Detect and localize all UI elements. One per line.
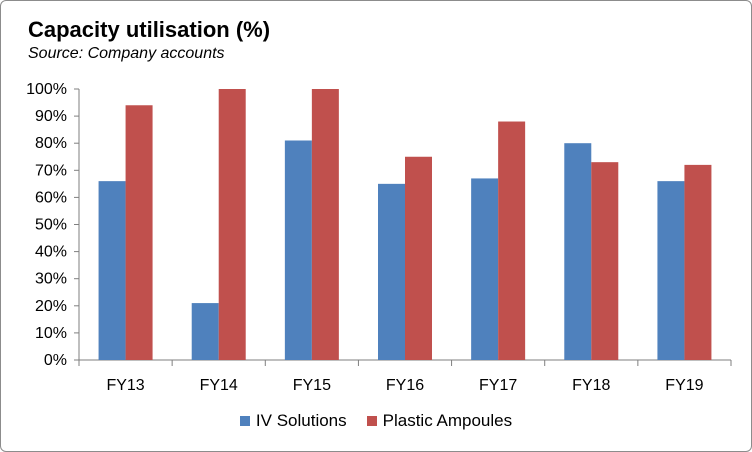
bar-plastic-ampoules-fy19 <box>684 164 712 360</box>
x-tick-label: FY19 <box>665 377 703 394</box>
x-tick-label: FY16 <box>386 377 424 394</box>
legend-label-plastic-ampoules: Plastic Ampoules <box>382 411 513 430</box>
bar-iv-solutions-fy13 <box>98 181 126 360</box>
x-tick-label: FY18 <box>572 377 610 394</box>
bar-iv-solutions-fy15 <box>284 140 312 360</box>
y-tick-label: 0% <box>44 352 67 369</box>
y-tick-label: 60% <box>35 189 67 206</box>
y-tick-label: 100% <box>26 81 67 98</box>
bar-plastic-ampoules-fy17 <box>498 121 526 361</box>
y-tick-label: 90% <box>35 108 67 125</box>
legend-swatch-plastic-ampoules <box>366 416 377 426</box>
y-tick-label: 70% <box>35 162 67 179</box>
legend-label-iv-solutions: IV Solutions <box>255 411 347 430</box>
bar-iv-solutions-fy18 <box>564 143 592 360</box>
bar-plastic-ampoules-fy14 <box>218 89 246 360</box>
y-tick-label: 20% <box>35 298 67 315</box>
bar-plastic-ampoules-fy18 <box>591 162 619 360</box>
y-tick-label: 40% <box>35 244 67 261</box>
legend-item-plastic-ampoules: Plastic Ampoules <box>366 411 513 431</box>
x-tick-label: FY17 <box>479 377 517 394</box>
chart-title: Capacity utilisation (%) <box>28 17 271 42</box>
bar-plastic-ampoules-fy15 <box>311 89 339 360</box>
chart-subtitle: Source: Company accounts <box>28 45 225 62</box>
x-tick-label: FY14 <box>200 377 238 394</box>
y-tick-label: 50% <box>35 217 67 234</box>
bar-plastic-ampoules-fy13 <box>125 105 153 360</box>
x-tick-label: FY15 <box>293 377 331 394</box>
bar-plastic-ampoules-fy16 <box>405 156 432 360</box>
bar-iv-solutions-fy19 <box>657 181 685 360</box>
legend-item-iv-solutions: IV Solutions <box>239 411 347 431</box>
bar-iv-solutions-fy17 <box>471 178 499 360</box>
bar-iv-solutions-fy16 <box>378 183 405 360</box>
bar-iv-solutions-fy14 <box>191 303 219 360</box>
legend-swatch-iv-solutions <box>239 416 250 426</box>
x-tick-label: FY13 <box>106 377 144 394</box>
y-tick-label: 30% <box>35 271 67 288</box>
legend: IV Solutions Plastic Ampoules <box>1 411 751 431</box>
y-tick-label: 10% <box>35 325 67 342</box>
y-tick-label: 80% <box>35 135 67 152</box>
